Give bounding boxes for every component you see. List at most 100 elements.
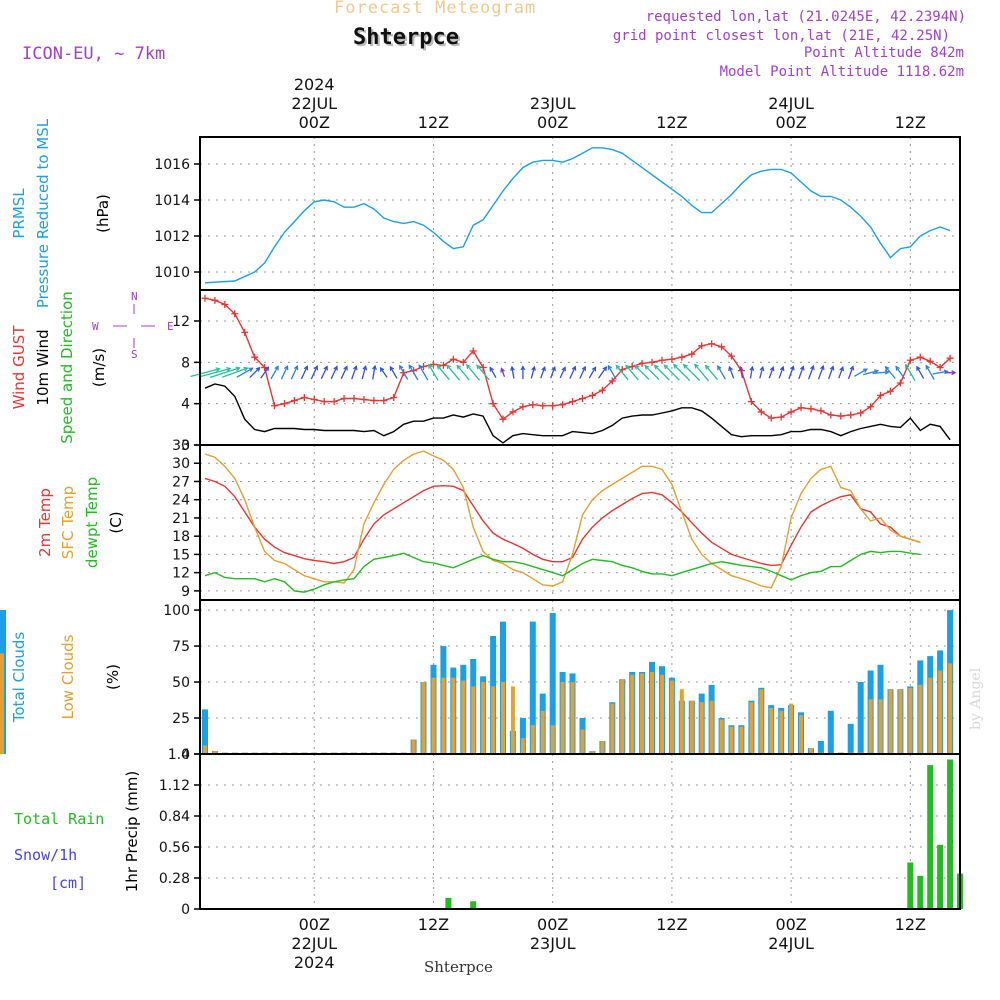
bar-low-clouds (868, 699, 873, 754)
gust-marker (271, 402, 279, 410)
clouds-unit: (%) (104, 664, 122, 690)
bar-total-clouds (519, 718, 526, 754)
gust-marker (747, 398, 755, 406)
gust-marker (668, 355, 676, 363)
top-time-label: 00Z (537, 113, 568, 132)
compass-rose: N W E S (92, 290, 174, 361)
ytick-label: 1016 (154, 157, 190, 173)
wind-arrowhead (551, 366, 556, 372)
pressure-panel: 1010 1012 1014 1016 PRMSL Pressure Reduced to… (10, 118, 961, 308)
wind-arrowhead (717, 365, 722, 371)
wind-arrow (489, 367, 497, 379)
wind-arrowhead (399, 364, 404, 370)
wind-arrowhead (644, 364, 650, 370)
ytick-label: 33 (172, 438, 190, 454)
clouds-panel: 0 25 50 75 100 Total Clouds Low Clouds (%) (0, 599, 961, 763)
bar-low-clouds (679, 689, 684, 754)
wind-arrow (221, 367, 248, 378)
gust-marker (688, 350, 696, 358)
compass-e: E (167, 320, 174, 333)
wind-arrow (550, 366, 556, 379)
gust-marker (380, 397, 388, 405)
model-altitude: Model Point Altitude 1118.62m (719, 64, 964, 80)
bar-low-clouds (799, 715, 803, 754)
ytick-label: 15 (172, 547, 190, 563)
bar-low-clouds (471, 686, 476, 754)
wind-arrow (863, 370, 879, 376)
wind-arrow (925, 365, 935, 380)
wind-arrow (320, 366, 328, 380)
bottom-time-label: 22JUL (291, 934, 337, 953)
point-altitude: Point Altitude 842m (803, 45, 964, 61)
wind-arrow (683, 364, 701, 382)
gust-marker (519, 403, 527, 411)
ytick-label: 1010 (154, 265, 190, 281)
wind-arrowhead (779, 365, 785, 372)
bar-low-clouds (421, 682, 426, 754)
bar-total-clouds (202, 709, 208, 754)
gust-marker (578, 395, 586, 402)
ytick-label: 1012 (154, 229, 190, 245)
gust-marker (896, 379, 904, 387)
wind-unit: (m/s) (90, 348, 108, 387)
ytick-label: 0.84 (159, 809, 190, 825)
wind-arrowhead (428, 363, 433, 369)
gust-marker (598, 386, 606, 394)
wind-arrowhead (255, 366, 261, 372)
wind-arrow (456, 365, 470, 381)
wind-arrow (270, 366, 279, 380)
wind-arrow (476, 364, 490, 381)
gust-marker (201, 294, 209, 302)
gust-marker (916, 353, 924, 361)
gust-marker (638, 359, 646, 367)
model-label: ICON-EU, ~ 7km (22, 44, 166, 64)
bar-low-clouds (203, 745, 207, 754)
wind-arrow (854, 368, 868, 377)
wind-arrowhead (283, 364, 289, 371)
ytick-label: 25 (172, 711, 190, 727)
bar-total-rain (907, 862, 914, 909)
wind-arrow (418, 364, 429, 381)
wind-arrow (728, 366, 735, 379)
bar-total-rain (917, 875, 924, 909)
wind-arrow (249, 367, 261, 379)
bar-total-rain (927, 765, 934, 909)
wind-arrow (408, 364, 419, 381)
footer-location: Shterpce (424, 958, 493, 976)
wind-arrowhead (264, 366, 270, 372)
wind-arrow (759, 366, 764, 379)
wind-arrowhead (489, 366, 494, 372)
bar-low-clouds (908, 687, 913, 754)
wind-arrowhead (625, 364, 630, 370)
gust-marker (757, 408, 765, 416)
wind-arrowhead (673, 363, 678, 369)
ytick-label: 18 (172, 529, 190, 545)
wind-arrow (540, 366, 546, 379)
gust-marker (807, 405, 815, 413)
bottom-time-label: 23JUL (530, 934, 576, 953)
ylabel-sfc-temp: SFC Temp (59, 486, 77, 559)
bar-low-clouds (590, 751, 595, 754)
gust-marker (429, 360, 437, 368)
ytick-label: 9 (181, 584, 190, 600)
ytick-label: 8 (181, 355, 190, 371)
ytick-label: 21 (172, 511, 190, 527)
wind-arrowhead (541, 366, 546, 372)
bar-low-clouds (520, 738, 525, 754)
wind-arrowhead (465, 364, 471, 370)
bar-low-clouds (699, 702, 704, 754)
wind-arrow (872, 371, 889, 375)
wind-arrowhead (362, 365, 368, 371)
bar-total-clouds (847, 723, 854, 754)
gust-marker (946, 354, 954, 362)
bar-low-clouds (878, 699, 883, 754)
wind-arrow (768, 366, 774, 379)
wind-arrow (190, 368, 220, 378)
bar-low-clouds (888, 689, 893, 754)
bar-low-clouds (501, 682, 505, 754)
bar-low-clouds (212, 751, 217, 754)
wind-arrowhead (226, 367, 232, 372)
wind-arrowhead (313, 365, 319, 371)
